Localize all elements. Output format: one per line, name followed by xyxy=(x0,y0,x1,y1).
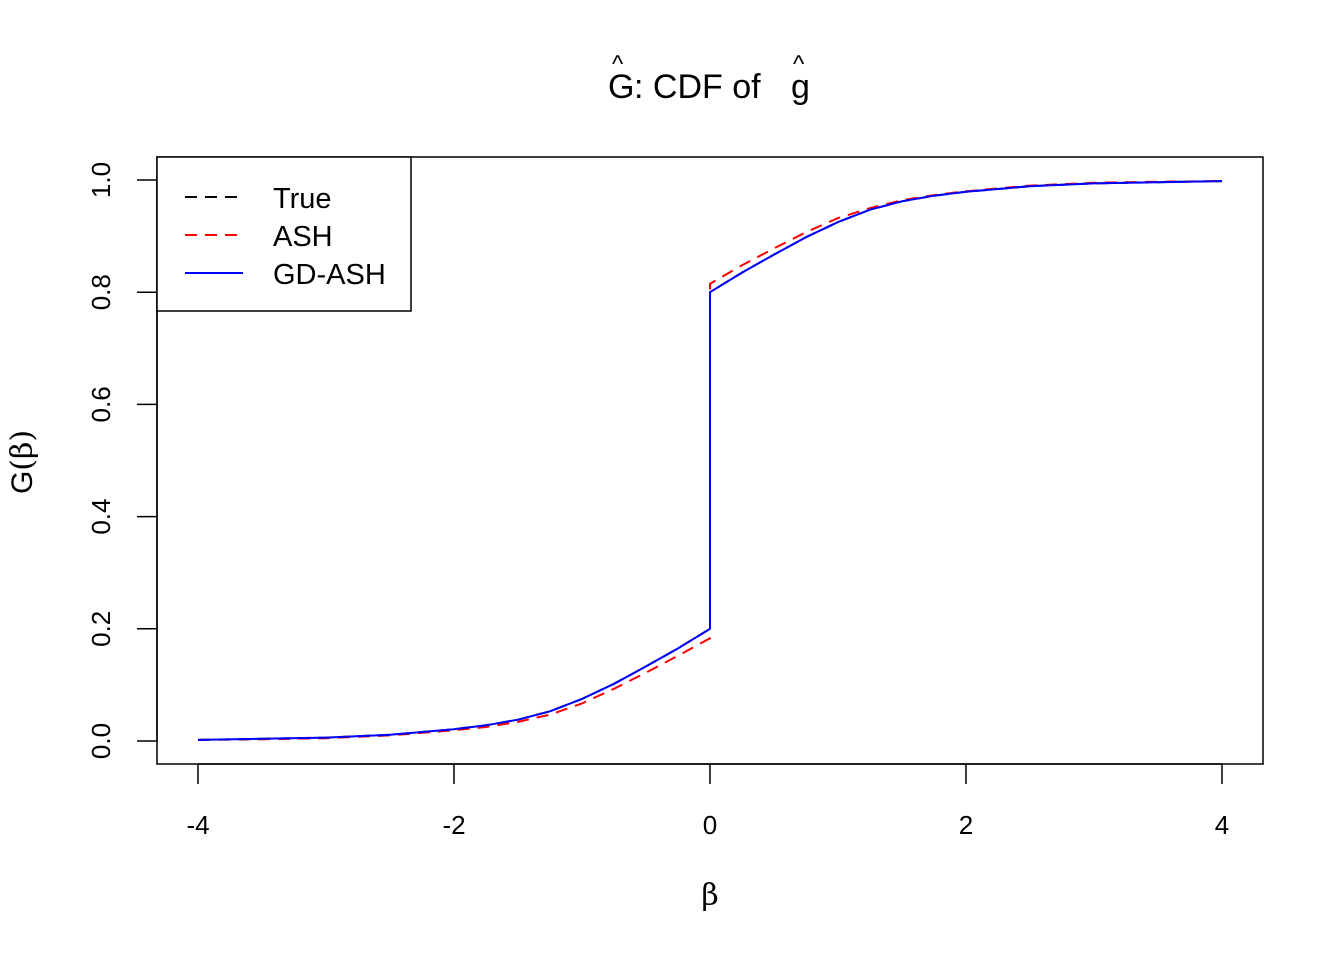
x-tick-label: -2 xyxy=(442,810,465,840)
y-tick-label: 1.0 xyxy=(86,162,116,198)
series-line-gd-ash xyxy=(197,180,1223,741)
legend-label: GD-ASH xyxy=(273,259,386,291)
legend-label: True xyxy=(273,183,332,215)
x-tick-label: 0 xyxy=(703,810,717,840)
y-tick-label: 0.8 xyxy=(86,274,116,310)
x-tick-label: 2 xyxy=(959,810,973,840)
legend-label: ASH xyxy=(273,221,333,253)
series-group xyxy=(197,180,1223,741)
chart-title: G ^ : CDF of g ^ xyxy=(608,51,810,106)
x-axis-label: β xyxy=(701,878,718,913)
legend: True ASH GD-ASH xyxy=(156,156,412,312)
title-symbol2: g xyxy=(791,68,810,106)
y-axis-label: G(β) xyxy=(5,430,40,494)
x-tick-label: -4 xyxy=(186,810,209,840)
y-tick-label: 0.4 xyxy=(86,499,116,535)
y-tick-label: 0.0 xyxy=(86,723,116,759)
title-hat: ^ xyxy=(612,51,624,78)
y-tick-label: 0.2 xyxy=(86,611,116,647)
y-axis: 0.0 0.2 0.4 0.6 0.8 1.0 xyxy=(86,162,158,759)
y-tick-label: 0.6 xyxy=(86,386,116,422)
title-text: : CDF of xyxy=(634,68,770,106)
title-hat2: ^ xyxy=(793,51,805,78)
legend-box xyxy=(156,156,412,312)
title-symbol: G xyxy=(608,68,634,106)
x-tick-label: 4 xyxy=(1215,810,1229,840)
x-axis: -4 -2 0 2 4 xyxy=(186,763,1229,840)
y-axis-label-text: G(β) xyxy=(5,430,40,494)
